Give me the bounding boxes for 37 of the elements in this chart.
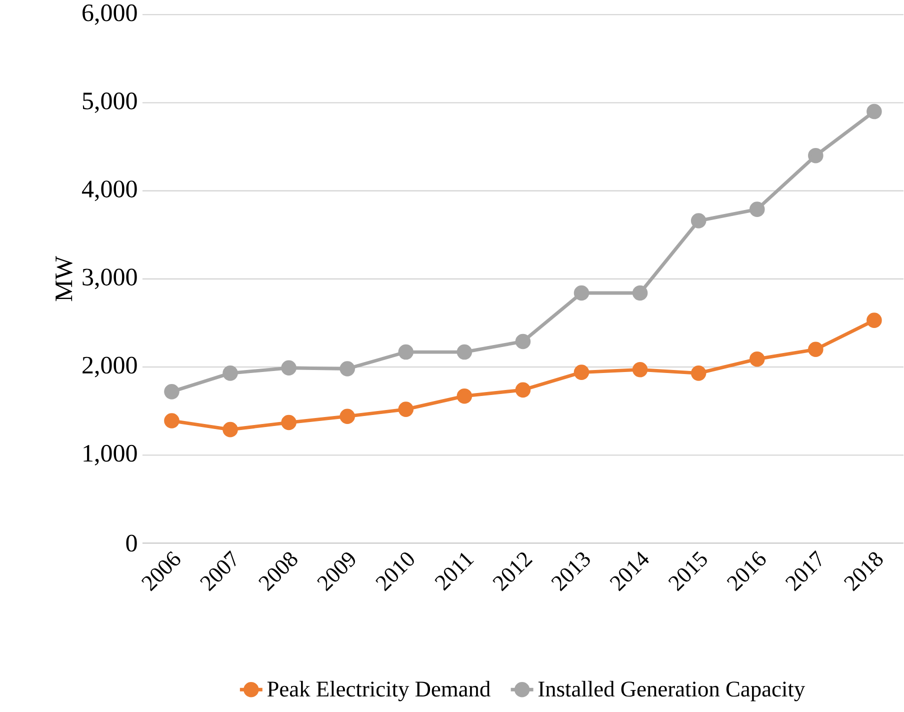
point bbox=[281, 360, 296, 376]
point bbox=[632, 362, 648, 378]
point bbox=[164, 384, 180, 400]
point bbox=[456, 344, 472, 360]
point bbox=[398, 402, 414, 417]
point bbox=[866, 104, 882, 120]
x-tick-label: 2011 bbox=[434, 552, 474, 591]
point bbox=[398, 344, 414, 360]
y-tick-label: 5,000 bbox=[82, 92, 137, 114]
point bbox=[456, 388, 472, 404]
y-tick-label: 6,000 bbox=[82, 4, 137, 25]
y-tick-label: 3,000 bbox=[82, 268, 137, 290]
point bbox=[222, 422, 238, 438]
point bbox=[340, 361, 355, 376]
y-tick-label: 4,000 bbox=[82, 180, 137, 202]
point bbox=[164, 413, 180, 428]
point bbox=[515, 334, 531, 350]
point bbox=[749, 202, 765, 218]
point bbox=[808, 148, 824, 164]
point bbox=[340, 408, 355, 424]
point bbox=[574, 285, 590, 301]
point bbox=[222, 366, 238, 381]
point bbox=[632, 285, 648, 301]
legend-label: Installed Generation Capacity bbox=[538, 680, 806, 702]
point bbox=[866, 312, 882, 328]
point bbox=[808, 342, 824, 358]
y-tick-label: 2,000 bbox=[82, 356, 137, 378]
y-tick-label: 0 bbox=[126, 534, 137, 552]
legend-label: Peak Electricity Demand bbox=[267, 680, 490, 702]
point bbox=[574, 364, 590, 380]
point bbox=[515, 382, 531, 398]
point bbox=[690, 213, 706, 228]
y-tick-label: 1,000 bbox=[84, 444, 137, 466]
point bbox=[690, 366, 706, 381]
point bbox=[281, 414, 296, 430]
point bbox=[749, 351, 765, 367]
y-axis-title: MW bbox=[56, 256, 72, 302]
